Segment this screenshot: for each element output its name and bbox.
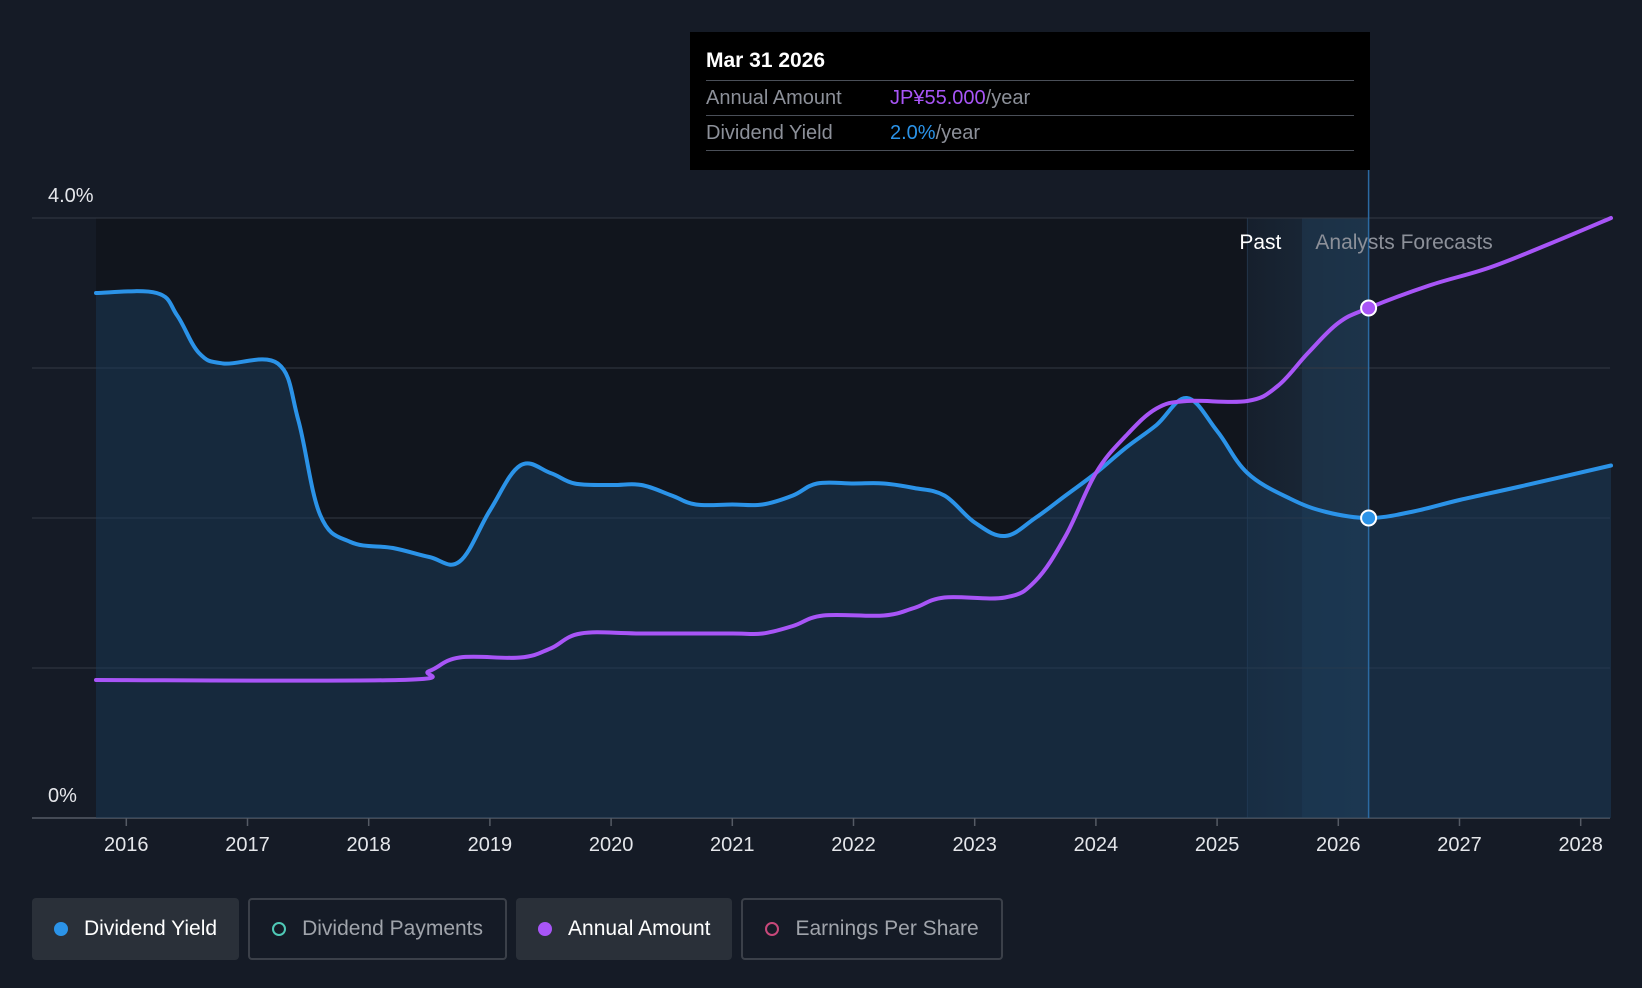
tooltip-row-dividend-yield: Dividend Yield 2.0% /year (706, 115, 1354, 151)
x-tick-label: 2023 (952, 834, 997, 856)
legend-dividend-payments[interactable]: Dividend Payments (248, 898, 508, 960)
x-tick-label: 2022 (831, 834, 876, 856)
legend-annual-amount[interactable]: Annual Amount (516, 898, 733, 960)
annual-amount-marker (1360, 299, 1378, 317)
legend-ring-icon (765, 922, 780, 936)
tooltip-value-annual-amount: JP¥55.000 (890, 87, 986, 109)
legend-dot-icon (54, 922, 68, 936)
x-tick-label: 2027 (1437, 834, 1482, 856)
x-tick-label: 2016 (104, 834, 149, 856)
tooltip-date: Mar 31 2026 (706, 49, 826, 72)
past-label: Past (1239, 231, 1281, 254)
dividend-yield-line (94, 289, 1613, 567)
x-tick-label: 2021 (710, 834, 755, 856)
legend-label: Annual Amount (568, 917, 711, 940)
y-label-top: 4.0% (48, 185, 94, 207)
chart-legend: Dividend Yield Dividend Payments Annual … (32, 898, 1003, 960)
legend-label: Dividend Yield (84, 917, 218, 940)
tooltip-unit: /year (985, 87, 1031, 109)
x-tick-label: 2019 (468, 834, 513, 856)
legend-dot-icon (538, 922, 553, 936)
legend-earnings-per-share[interactable]: Earnings Per Share (741, 898, 1003, 960)
legend-dividend-yield[interactable]: Dividend Yield (32, 898, 240, 960)
legend-ring-icon (272, 922, 287, 936)
x-tick-label: 2017 (225, 834, 270, 856)
x-tick-label: 2025 (1195, 834, 1240, 856)
chart-tooltip: Mar 31 2026 Annual Amount JP¥55.000 /yea… (690, 32, 1370, 170)
legend-label: Dividend Payments (302, 917, 484, 940)
forecast-label: Analysts Forecasts (1315, 231, 1492, 254)
x-tick-label: 2024 (1074, 834, 1119, 856)
x-tick-label: 2026 (1316, 834, 1361, 856)
tooltip-unit: /year (935, 122, 981, 144)
dividend-yield-area (96, 291, 1611, 819)
y-label-bottom: 0% (48, 785, 77, 807)
annual-amount-line (94, 216, 1613, 683)
tooltip-label: Annual Amount (706, 87, 842, 109)
x-tick-label: 2018 (346, 834, 391, 856)
tooltip-row-annual-amount: Annual Amount JP¥55.000 /year (706, 80, 1354, 115)
legend-label: Earnings Per Share (795, 917, 979, 940)
tooltip-value-dividend-yield: 2.0% (890, 122, 936, 144)
dividend-yield-marker (1360, 509, 1378, 527)
x-tick-label: 2028 (1558, 834, 1603, 856)
x-tick-label: 2020 (589, 834, 634, 856)
tooltip-label: Dividend Yield (706, 122, 833, 144)
